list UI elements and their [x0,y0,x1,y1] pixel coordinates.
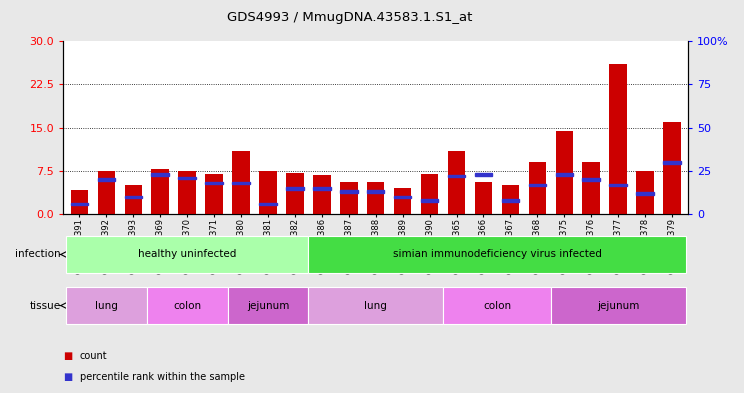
Bar [179,171,196,214]
Bar [340,182,358,214]
Bar [286,173,304,214]
Bar [259,202,277,205]
Bar [609,64,627,214]
Bar [313,187,330,189]
Bar [609,184,627,186]
Text: GDS4993 / MmugDNA.43583.1.S1_at: GDS4993 / MmugDNA.43583.1.S1_at [227,11,472,24]
Bar [205,182,223,184]
Bar [421,199,438,202]
Text: ■: ■ [63,372,72,382]
Bar [664,122,681,214]
Bar [475,182,493,214]
Text: healthy uninfected: healthy uninfected [138,250,237,259]
Bar [636,171,654,214]
Bar [394,188,411,214]
Bar [394,196,411,198]
Bar [475,173,493,176]
Text: lung: lung [95,301,118,310]
Bar [448,175,465,177]
Bar [340,191,358,193]
Bar [232,151,250,214]
Bar [528,162,546,214]
Bar [71,202,88,205]
Bar [528,184,546,186]
Text: jejunum: jejunum [247,301,289,310]
Bar [664,161,681,163]
Bar [97,178,115,181]
Bar [152,169,169,214]
Bar [556,130,573,214]
Bar [583,162,600,214]
Bar [124,196,142,198]
Bar [501,199,519,202]
Text: count: count [80,351,107,361]
Bar [179,176,196,179]
Bar [556,173,573,176]
Bar [313,175,330,214]
Bar [636,192,654,195]
Bar [367,191,385,193]
Bar [501,185,519,214]
Bar [71,190,88,214]
Text: lung: lung [365,301,387,310]
Text: ■: ■ [63,351,72,361]
Text: colon: colon [483,301,511,310]
Bar [232,182,250,184]
Text: percentile rank within the sample: percentile rank within the sample [80,372,245,382]
Bar [97,171,115,214]
Bar [367,182,385,214]
Bar [152,173,169,176]
Text: tissue: tissue [30,301,61,310]
Bar [286,187,304,189]
Text: infection: infection [16,250,61,259]
Bar [448,151,465,214]
Text: colon: colon [173,301,201,310]
Bar [259,171,277,214]
Bar [421,174,438,214]
Bar [124,185,142,214]
Bar [205,174,223,214]
Bar [583,178,600,181]
Text: simian immunodeficiency virus infected: simian immunodeficiency virus infected [393,250,601,259]
Text: jejunum: jejunum [597,301,639,310]
